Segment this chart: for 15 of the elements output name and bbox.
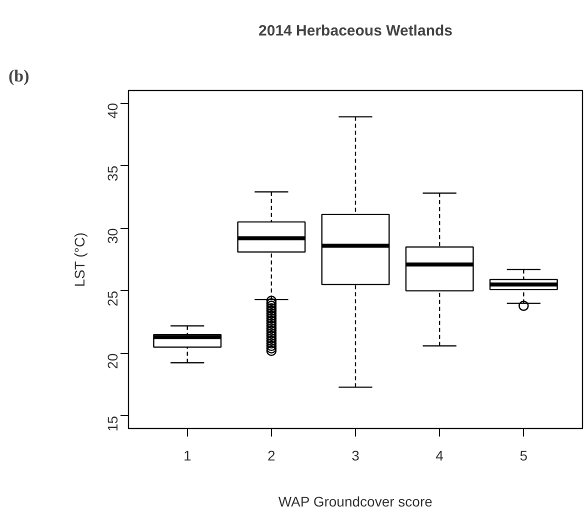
x-tick-label: 5 — [520, 448, 528, 464]
x-axis-title: WAP Groundcover score — [278, 494, 433, 510]
x-tick-label: 4 — [436, 448, 444, 464]
y-tick-label: 35 — [104, 165, 120, 182]
x-tick-label: 2 — [268, 448, 276, 464]
y-tick-label: 15 — [104, 416, 120, 432]
chart-title: 2014 Herbaceous Wetlands — [258, 22, 452, 40]
y-tick-label: 30 — [104, 228, 120, 244]
y-axis-title: LST (°C) — [72, 232, 88, 287]
x-tick-label: 1 — [183, 448, 192, 464]
y-tick-label: 40 — [104, 102, 120, 119]
x-tick-label: 3 — [352, 448, 360, 464]
y-tick-label: 25 — [104, 290, 120, 306]
text: (b) — [8, 66, 30, 86]
y-tick-label: 20 — [104, 353, 120, 369]
